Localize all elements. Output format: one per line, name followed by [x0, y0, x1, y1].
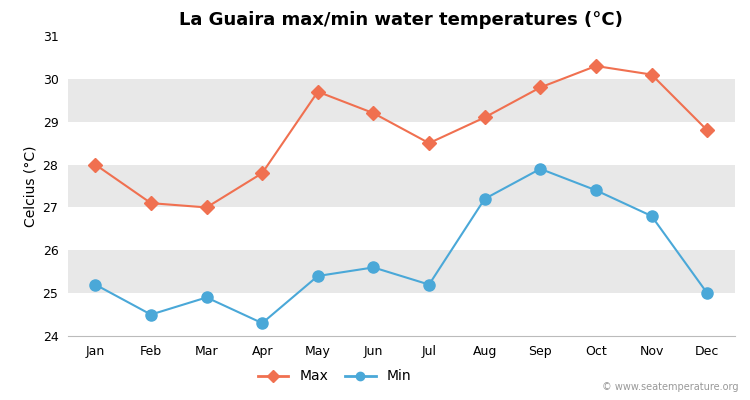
Bar — [68, 36, 735, 79]
Bar — [68, 122, 735, 164]
Bar — [68, 208, 735, 250]
Title: La Guaira max/min water temperatures (°C): La Guaira max/min water temperatures (°C… — [179, 11, 623, 29]
Y-axis label: Celcius (°C): Celcius (°C) — [23, 145, 37, 227]
Bar — [68, 164, 735, 208]
Legend: Max, Min: Max, Min — [252, 364, 417, 389]
Bar — [68, 250, 735, 293]
Bar — [68, 293, 735, 336]
Text: © www.seatemperature.org: © www.seatemperature.org — [602, 382, 739, 392]
Bar — [68, 79, 735, 122]
